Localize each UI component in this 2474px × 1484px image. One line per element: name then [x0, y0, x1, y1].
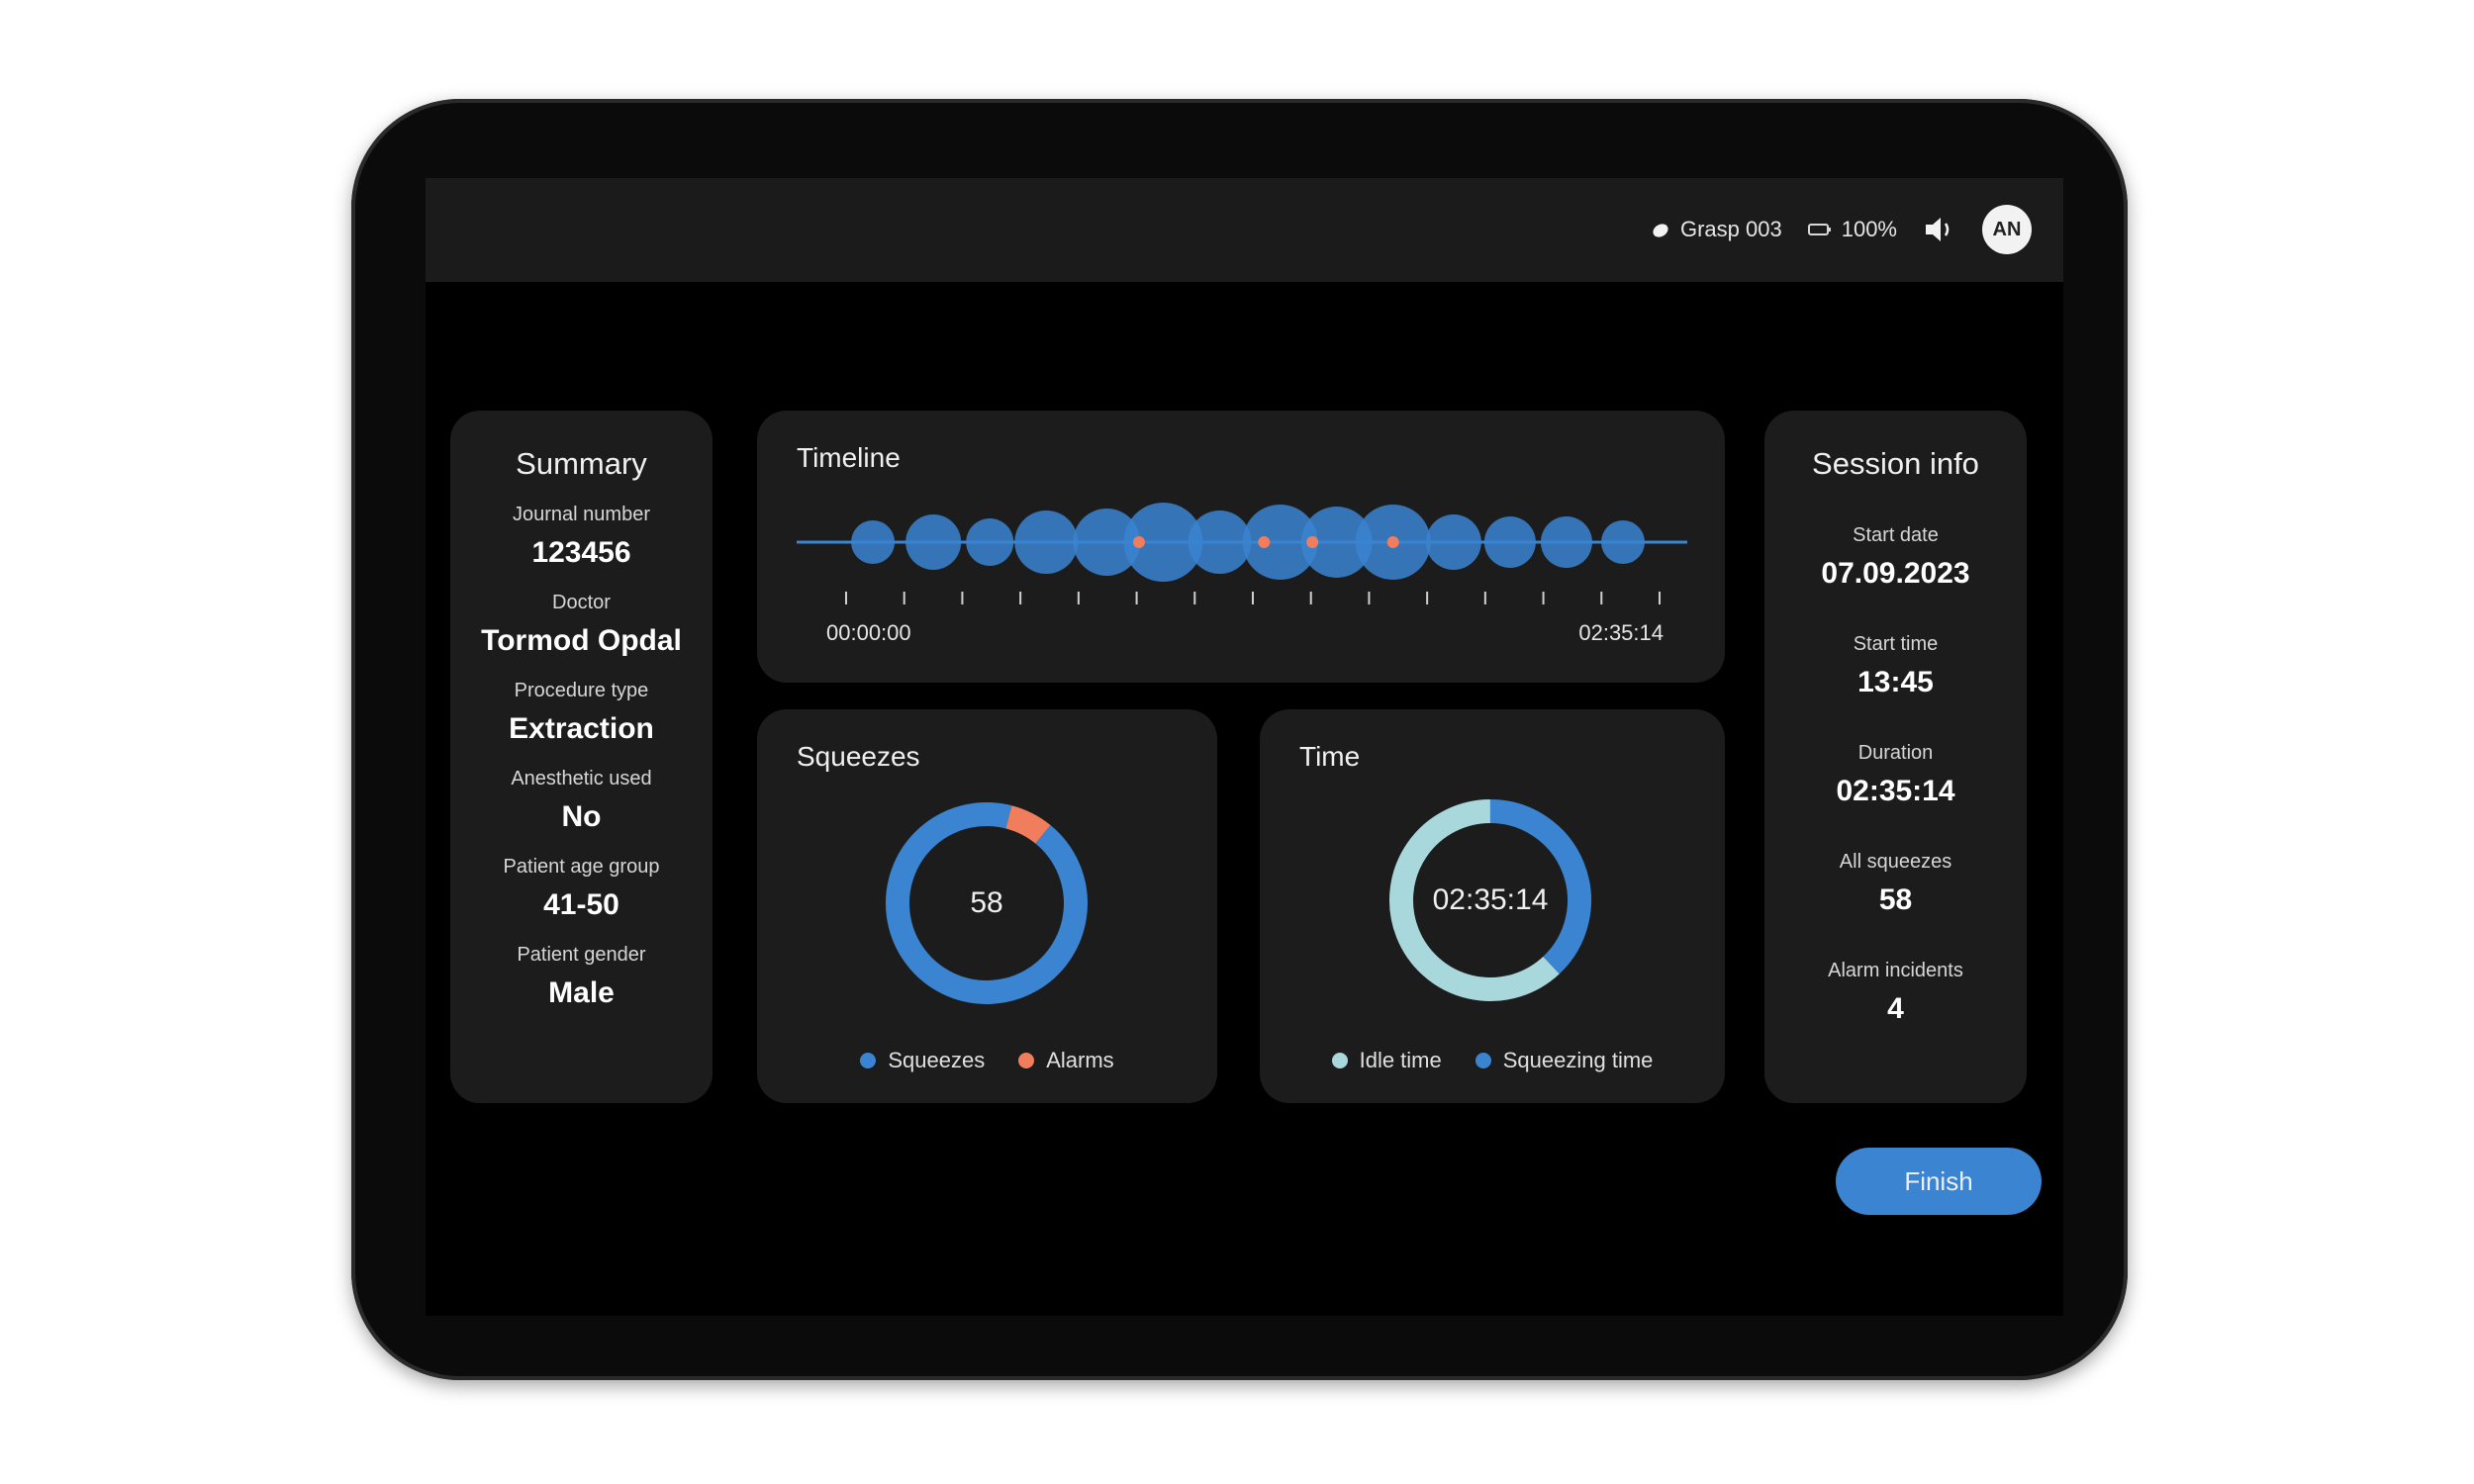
field-label: Anesthetic used — [511, 768, 652, 789]
time-donut-chart: 02:35:14 — [1389, 799, 1591, 1001]
alarms-dot-icon — [1018, 1053, 1035, 1068]
session-field-alarm-incidents: Alarm incidents 4 — [1764, 960, 2027, 1026]
timeline-bubble — [1073, 509, 1141, 576]
field-value: 123456 — [531, 536, 631, 569]
field-value: 02:35:14 — [1836, 775, 1955, 807]
summary-card: Summary Journal number 123456 Doctor Tor… — [450, 411, 713, 1103]
squeezes-dot-icon — [860, 1053, 877, 1068]
field-value: 4 — [1887, 992, 1904, 1025]
session-info-card: Session info Start date 07.09.2023 Start… — [1764, 411, 2027, 1103]
timeline-bubble — [1123, 503, 1203, 582]
avatar[interactable]: AN — [1982, 205, 2032, 254]
session-field-start-time: Start time 13:45 — [1764, 633, 2027, 699]
squeezes-segment — [886, 802, 1088, 1004]
time-center-label: 02:35:14 — [1433, 883, 1549, 916]
app-screen: Grasp 003 100% AN Summary Journal number… — [426, 178, 2063, 1316]
legend-alarms-label: Alarms — [1046, 1048, 1114, 1072]
field-label: Alarm incidents — [1828, 960, 1963, 981]
field-value: Extraction — [509, 712, 654, 745]
legend-idle-label: Idle time — [1359, 1048, 1442, 1072]
session-field-all-squeezes: All squeezes 58 — [1764, 851, 2027, 917]
squeezes-card: Squeezes 58 Squeezes Alarms — [757, 709, 1217, 1103]
field-label: Journal number — [513, 504, 650, 525]
squeezes-donut-chart: 58 — [886, 802, 1088, 1004]
field-value: Male — [548, 976, 615, 1009]
legend-item-idle: Idle time — [1331, 1048, 1442, 1073]
timeline-bubble — [851, 520, 896, 564]
summary-field-journal: Journal number 123456 — [450, 504, 713, 570]
legend-item-squeezing: Squeezing time — [1475, 1048, 1654, 1073]
field-label: Start date — [1853, 524, 1939, 546]
time-legend: Idle time Squeezing time — [1260, 1048, 1725, 1073]
field-label: All squeezes — [1839, 851, 1952, 873]
field-value: 58 — [1878, 883, 1913, 916]
field-label: Procedure type — [514, 680, 649, 701]
field-label: Duration — [1857, 742, 1934, 764]
session-title: Session info — [1812, 446, 1979, 481]
timeline-alarm-marker — [1258, 536, 1271, 548]
field-label: Patient age group — [503, 856, 660, 878]
field-label: Doctor — [552, 592, 611, 613]
timeline-bubble — [1300, 507, 1373, 578]
summary-field-anesthetic: Anesthetic used No — [450, 768, 713, 834]
timeline-title: Timeline — [797, 442, 901, 473]
timeline-bubble — [1242, 505, 1318, 580]
device-status: Grasp 003 — [1651, 217, 1782, 242]
timeline-bubble — [1425, 514, 1481, 570]
idle-dot-icon — [1331, 1053, 1348, 1068]
session-field-duration: Duration 02:35:14 — [1764, 742, 2027, 808]
summary-field-doctor: Doctor Tormod Opdal — [450, 592, 713, 658]
timeline-bubble — [905, 514, 962, 570]
timeline-card: Timeline 00:00:00 02:35:14 — [757, 411, 1725, 683]
timeline-alarm-marker — [1306, 536, 1319, 548]
timeline-alarm-marker — [1386, 536, 1399, 548]
legend-item-squeezes: Squeezes — [860, 1048, 985, 1073]
timeline-start-label: 00:00:00 — [826, 620, 911, 645]
battery-label: 100% — [1841, 217, 1897, 241]
device-icon — [1653, 224, 1668, 237]
status-area: Grasp 003 100% AN — [1651, 204, 2032, 255]
field-value: Tormod Opdal — [481, 624, 682, 657]
squeezes-title: Squeezes — [797, 741, 920, 772]
device-label: Grasp 003 — [1679, 217, 1782, 241]
legend-item-alarms: Alarms — [1018, 1048, 1114, 1073]
time-title: Time — [1299, 741, 1361, 772]
legend-squeezes-label: Squeezes — [888, 1048, 986, 1072]
session-field-start-date: Start date 07.09.2023 — [1764, 524, 2027, 591]
timeline-bubble — [1483, 516, 1536, 568]
battery-status: 100% — [1807, 217, 1897, 242]
field-label: Patient gender — [517, 944, 646, 966]
field-label: Start time — [1853, 633, 1939, 655]
time-card: Time 02:35:14 Idle time Squeezing time — [1260, 709, 1725, 1103]
battery-icon — [1807, 224, 1831, 235]
squeezes-legend: Squeezes Alarms — [757, 1048, 1217, 1073]
finish-button[interactable]: Finish — [1836, 1148, 2042, 1215]
timeline-bubble — [966, 518, 1014, 566]
speaker-icon[interactable] — [1923, 215, 1956, 244]
idle-time-segment — [1389, 799, 1560, 1001]
timeline-bubble — [1540, 516, 1592, 568]
timeline-bubble — [1014, 510, 1079, 574]
field-value: No — [561, 800, 602, 833]
top-bar: Grasp 003 100% AN — [426, 178, 2063, 282]
timeline-bubble — [1601, 520, 1645, 564]
timeline-end-label: 02:35:14 — [1578, 620, 1664, 645]
summary-title: Summary — [516, 446, 647, 481]
summary-field-age: Patient age group 41-50 — [450, 856, 713, 922]
alarms-segment — [1004, 805, 1051, 844]
summary-field-procedure: Procedure type Extraction — [450, 680, 713, 746]
timeline-alarm-marker — [1133, 536, 1145, 548]
squeezing-dot-icon — [1475, 1053, 1491, 1068]
squeezing-time-segment — [1489, 799, 1591, 974]
timeline-bubble — [1188, 510, 1252, 574]
summary-field-gender: Patient gender Male — [450, 944, 713, 1010]
squeezes-center-label: 58 — [970, 886, 1002, 919]
field-value: 13:45 — [1857, 666, 1934, 698]
field-value: 41-50 — [543, 888, 619, 921]
legend-squeezing-label: Squeezing time — [1502, 1048, 1654, 1072]
field-value: 07.09.2023 — [1821, 557, 1970, 590]
timeline-chart: 00:00:00 02:35:14 — [797, 503, 1687, 645]
